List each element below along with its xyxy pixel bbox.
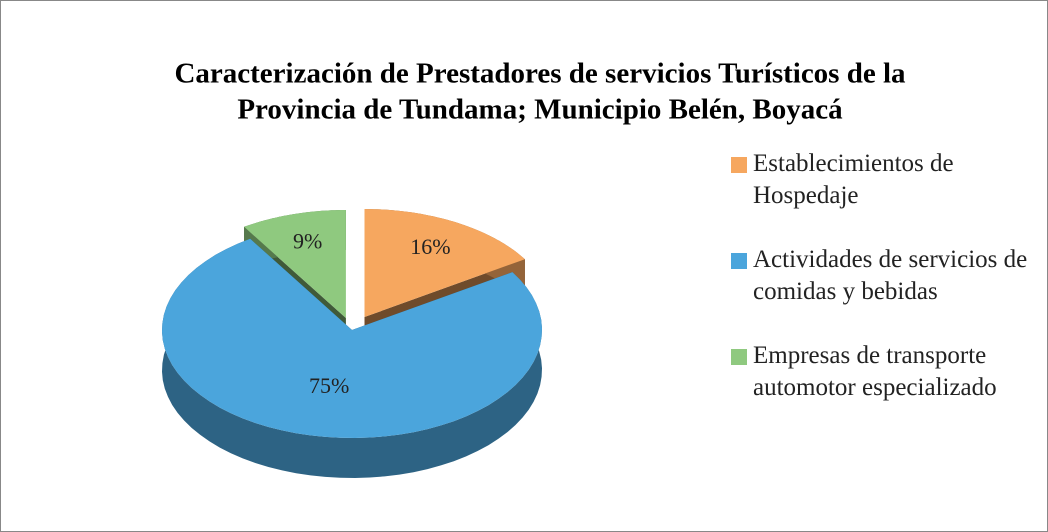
data-label: 75% (309, 373, 349, 398)
slice (244, 210, 346, 318)
legend-label: Empresas de transporte automotor especia… (753, 342, 997, 401)
legend-label: Actividades de servicios de comidas y be… (753, 246, 1028, 305)
legend-label: Establecimientos de Hospedaje (753, 150, 954, 209)
legend-item: Empresas de transporte automotor especia… (727, 340, 1045, 404)
slice (364, 209, 525, 317)
slice (162, 238, 542, 438)
legend-item: Establecimientos de Hospedaje (727, 148, 1045, 212)
legend-swatch (731, 349, 747, 365)
chart-title: Caracterización de Prestadores de servic… (174, 58, 906, 90)
data-label: 9% (293, 228, 322, 253)
data-label: 16% (410, 234, 450, 259)
legend: Establecimientos de Hospedaje Actividades… (727, 148, 1045, 436)
legend-item: Actividades de servicios de comidas y be… (727, 244, 1045, 308)
legend-swatch (731, 253, 747, 269)
chart-title: Provincia de Tundama; Municipio Belén, B… (237, 94, 843, 126)
legend-swatch (731, 157, 747, 173)
